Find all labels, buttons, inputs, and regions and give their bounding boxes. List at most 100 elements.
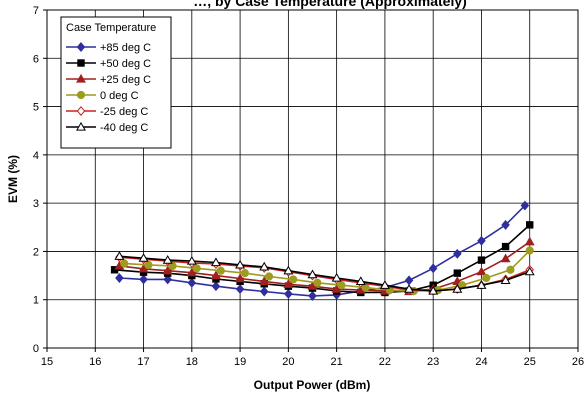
legend-title: Case Temperature [66,22,156,34]
data-point [235,284,245,295]
data-point [476,266,487,276]
data-point [313,278,322,287]
legend-marker [76,42,86,52]
data-point [379,280,390,289]
data-point [453,248,462,259]
data-point [283,279,294,288]
data-point [114,251,125,260]
data-point [186,255,197,265]
data-point [162,255,173,264]
series-line [119,255,530,292]
legend-label: +50 deg C [100,58,151,70]
data-point [404,283,415,293]
data-point [259,261,270,271]
legend-items: +85 deg C +50 deg C +25 deg C 0 deg C -25 de… [66,42,151,134]
y-axis-ticks: 0 1 2 3 4 5 6 7 [33,5,47,355]
y-tick-label: 2 [33,246,39,258]
x-tick-label: 16 [89,356,101,368]
data-point [240,269,250,278]
legend-marker [77,59,85,67]
y-tick-label: 4 [33,150,39,162]
data-point [524,266,535,276]
legend-label: +25 deg C [100,74,151,86]
data-point [264,272,274,281]
legend-marker [76,106,86,116]
legend-item: -25 deg C [66,106,148,118]
data-point [163,274,172,285]
data-point [337,281,346,290]
x-tick-label: 18 [186,356,198,368]
data-point [210,270,221,280]
legend-marker [76,90,86,100]
x-tick-label: 22 [379,356,391,368]
series-1 [110,221,534,297]
series-0 [115,200,530,301]
data-point [452,283,463,293]
data-point [361,283,370,292]
data-point [525,246,534,255]
data-point [211,281,221,292]
data-point [428,285,439,295]
y-tick-label: 0 [33,343,39,355]
x-axis-ticks: 15 16 17 18 19 20 21 22 23 24 25 26 [41,348,584,368]
x-tick-label: 23 [427,356,439,368]
x-tick-label: 26 [572,356,584,368]
x-tick-label: 21 [331,356,343,368]
legend-item: +50 deg C [66,58,151,70]
series-line [124,249,531,292]
legend-label: +85 deg C [100,42,151,54]
legend-label: -40 deg C [100,122,148,134]
data-point [162,265,173,275]
data-point [192,264,201,273]
data-point [477,235,486,246]
legend-marker [76,73,86,83]
x-tick-label: 19 [234,356,246,368]
data-point [120,259,129,268]
plot-frame [46,9,579,349]
x-tick-label: 15 [41,356,53,368]
data-point [235,273,246,283]
data-point [210,257,221,267]
data-point [453,269,462,277]
series-line [114,224,531,294]
data-point [168,261,177,271]
y-tick-label: 3 [33,198,39,210]
series-line [119,241,531,293]
legend-item: 0 deg C [66,90,139,102]
data-point [259,276,270,285]
data-point [500,253,511,263]
legend-marker [76,121,86,131]
data-point [482,273,491,283]
data-point [331,283,342,293]
data-point [404,275,414,286]
data-point [187,277,197,288]
data-point [501,219,510,230]
data-point [144,260,153,270]
data-point [283,265,294,275]
legend-label: -25 deg C [100,106,148,118]
data-point [331,272,342,282]
data-point [524,236,535,246]
x-tick-label: 24 [475,356,487,368]
y-tick-label: 5 [33,102,39,114]
data-point [526,221,534,229]
data-point [186,267,197,277]
legend: Case Temperature +85 deg C +50 deg C +25 d… [60,16,172,149]
data-point [500,275,511,284]
data-point [520,200,530,211]
x-axis-title: Output Power (dBm) [254,378,371,392]
data-point [476,280,487,289]
x-tick-label: 25 [524,356,536,368]
y-tick-label: 1 [33,295,39,307]
data-point [506,265,515,274]
data-point [289,275,298,284]
series-line [119,205,526,297]
data-point [308,290,317,301]
series-3 [120,246,534,296]
data-point [428,263,438,274]
legend-item: +85 deg C [66,42,151,54]
data-point [307,269,318,279]
legend-item: -40 deg C [66,121,148,134]
data-point [138,253,149,262]
